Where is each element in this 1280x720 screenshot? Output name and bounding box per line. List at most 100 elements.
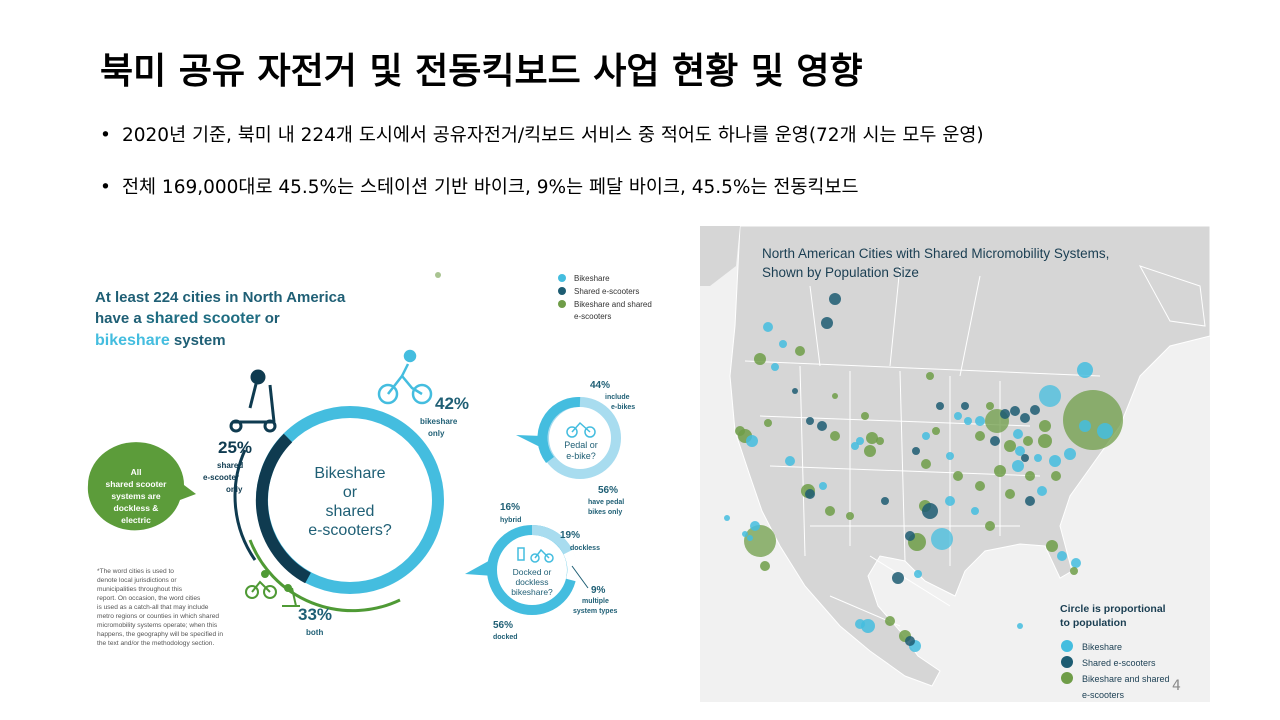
city-dot xyxy=(864,445,876,457)
bubble-text: All xyxy=(131,467,142,477)
map-legend-label: Bikeshare and shared xyxy=(1082,674,1170,684)
bikeshare-only-pct: 42% xyxy=(435,394,469,413)
ring-outer-arc xyxy=(233,449,257,561)
dock-bike-icon xyxy=(517,547,554,563)
bike-icon xyxy=(377,349,433,405)
city-dot xyxy=(1046,540,1058,552)
legend-label: Shared e-scooters xyxy=(574,287,639,296)
pedal-top-label: include xyxy=(605,394,630,401)
dock-center: dockless xyxy=(515,577,548,587)
infographic-image: At least 224 cities in North America hav… xyxy=(60,270,670,660)
legend-label: Bikeshare and shared xyxy=(574,300,652,309)
city-dot xyxy=(795,346,805,356)
pedal-top-label: e-bikes xyxy=(611,404,635,411)
legend-dot-bikeshare xyxy=(558,274,566,282)
city-dot xyxy=(832,393,838,399)
center-text: shared xyxy=(326,503,375,520)
escooter-only-label: only xyxy=(226,485,243,494)
bullet-item: • 전체 169,000대로 45.5%는 스테이션 기반 바이크, 9%는 페달… xyxy=(100,173,858,199)
ebike-icon xyxy=(566,421,596,438)
bubble-text: electric xyxy=(121,515,151,525)
land-north-america xyxy=(729,226,1210,687)
map-legend-label: Shared e-scooters xyxy=(1082,658,1156,668)
city-dot xyxy=(750,521,760,531)
city-dot xyxy=(1051,471,1061,481)
svg-text:metro regions or counties in w: metro regions or counties in which share… xyxy=(97,613,219,620)
bubble-text: systems are xyxy=(111,491,160,501)
bullet-dot: • xyxy=(100,125,111,146)
city-dot xyxy=(945,496,955,506)
city-dot xyxy=(735,426,745,436)
city-dot xyxy=(885,616,895,626)
both-pct: 33% xyxy=(298,605,332,624)
dock-dockless-label: dockless xyxy=(570,545,600,552)
city-dot xyxy=(932,427,940,435)
city-dot xyxy=(1000,409,1010,419)
infographic-svg: At least 224 cities in North America hav… xyxy=(87,272,652,647)
city-dot xyxy=(861,412,869,420)
city-dot xyxy=(819,482,827,490)
land-alaska xyxy=(700,226,740,286)
dock-dockless-pct: 19% xyxy=(560,530,580,541)
city-dot xyxy=(821,317,833,329)
svg-text:municipalities throughout this: municipalities throughout this xyxy=(97,586,183,593)
city-dot xyxy=(760,561,770,571)
land-island xyxy=(1138,265,1206,327)
escooter-only-label: shared xyxy=(217,461,243,470)
legend-label: Bikeshare xyxy=(574,274,610,283)
legend-dot-escooter xyxy=(558,287,566,295)
city-dot xyxy=(1064,448,1076,460)
map-legend-dot-bikeshare xyxy=(1061,640,1073,652)
city-dot xyxy=(881,497,889,505)
city-dot xyxy=(926,372,934,380)
city-dot xyxy=(785,456,795,466)
dock-multiple-pct: 9% xyxy=(591,585,606,596)
scooter-icon xyxy=(229,369,277,433)
city-dot xyxy=(964,417,972,425)
map-fragment xyxy=(435,272,441,278)
center-text: or xyxy=(343,484,358,501)
headline-line3: bikeshare system xyxy=(95,332,226,349)
city-dot xyxy=(892,572,904,584)
city-dot xyxy=(764,419,772,427)
city-dot xyxy=(805,489,815,499)
city-dot xyxy=(1021,454,1029,462)
dock-multiple-label: multiple xyxy=(582,598,609,605)
city-dot xyxy=(953,471,963,481)
city-dot xyxy=(806,417,814,425)
legend-dot-both xyxy=(558,300,566,308)
city-dot xyxy=(985,521,995,531)
dockless-bubble xyxy=(87,442,196,531)
city-dot xyxy=(1010,406,1020,416)
city-dot xyxy=(1057,551,1067,561)
city-dot xyxy=(905,636,915,646)
city-dot xyxy=(876,437,884,445)
city-dot xyxy=(1039,385,1061,407)
city-dot xyxy=(1037,486,1047,496)
bikeshare-only-label: only xyxy=(428,429,445,438)
pedal-bottom-label: have pedal xyxy=(588,499,624,506)
center-text: e-scooters? xyxy=(308,522,392,539)
city-dot xyxy=(1017,623,1023,629)
map-legend-label: e-scooters xyxy=(1082,690,1125,700)
city-dot xyxy=(792,388,798,394)
slide-title: 북미 공유 자전거 및 전동킥보드 사업 현황 및 영향 xyxy=(100,51,863,92)
svg-text:micromobility systems operate;: micromobility systems operate; when this xyxy=(97,622,218,629)
city-dot xyxy=(986,402,994,410)
svg-text:happens, the geography will be: happens, the geography will be specified… xyxy=(97,631,223,638)
city-dot xyxy=(1071,558,1081,568)
city-dot xyxy=(829,293,841,305)
city-dot xyxy=(779,340,787,348)
city-dot xyxy=(994,465,1006,477)
svg-text:is used as a catch-all that ma: is used as a catch-all that may include xyxy=(97,604,209,611)
city-dot xyxy=(825,506,835,516)
city-dot xyxy=(912,447,920,455)
city-dot xyxy=(931,528,953,550)
pedal-center: e-bike? xyxy=(566,451,596,461)
page-number: 4 xyxy=(1172,678,1181,694)
city-dot xyxy=(1023,436,1033,446)
dock-multiple-label: system types xyxy=(573,608,617,615)
city-dot xyxy=(817,421,827,431)
map-legend-dot-escooter xyxy=(1061,656,1073,668)
